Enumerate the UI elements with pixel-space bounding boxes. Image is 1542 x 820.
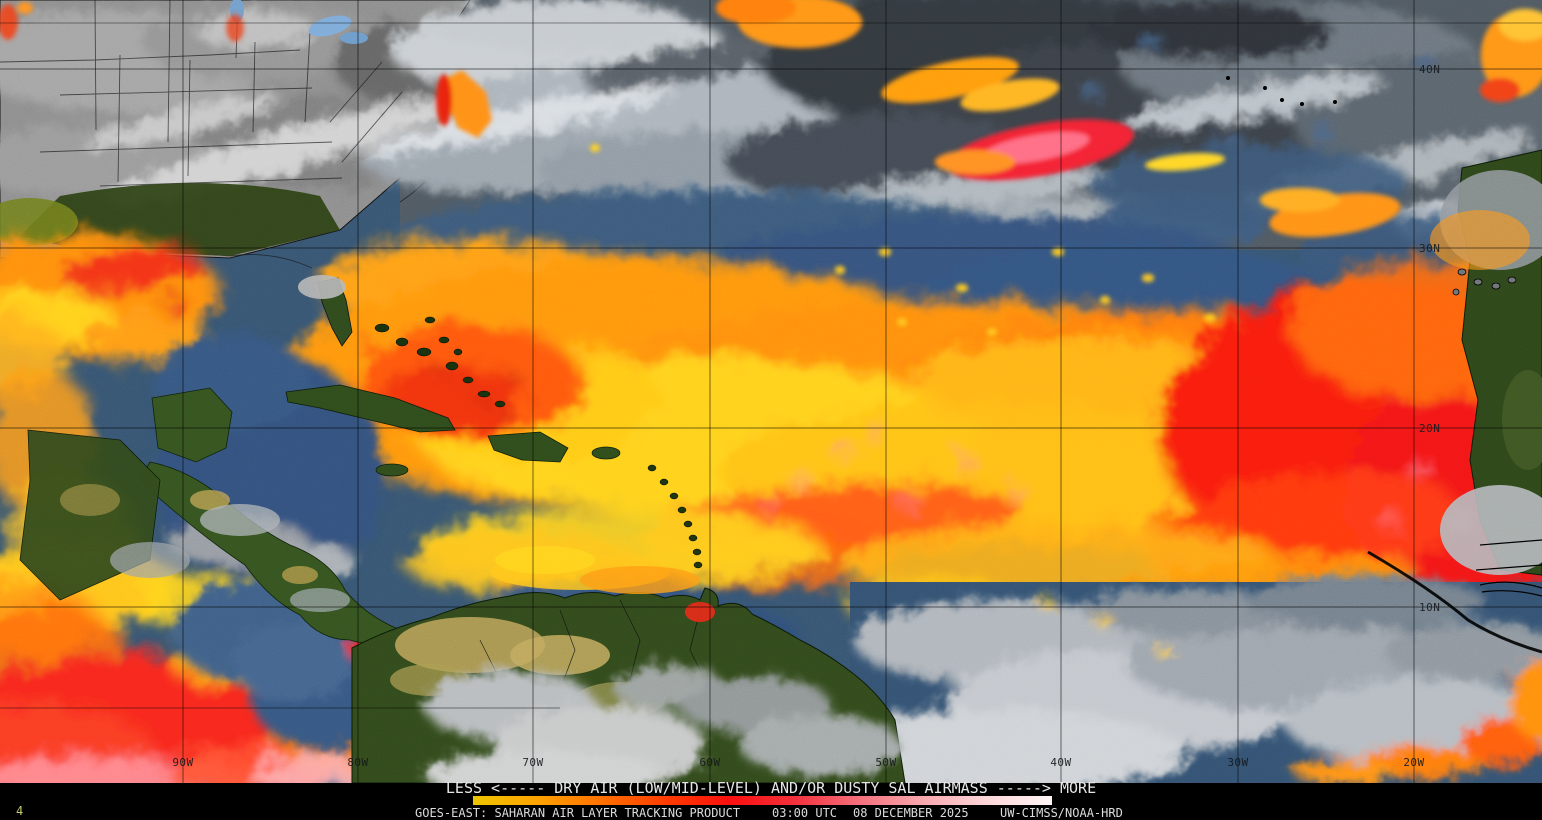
lat-label-30n: 30N: [1419, 242, 1441, 255]
valid-time: 03:00 UTC: [772, 806, 838, 820]
lon-label-50w: 50W: [875, 756, 897, 769]
graticule: [0, 0, 1542, 783]
credit-label: UW-CIMSS/NOAA-HRD: [1000, 806, 1123, 820]
sensor-grain: [0, 0, 1542, 783]
colorbar: [473, 796, 1052, 805]
lon-label-70w: 70W: [522, 756, 544, 769]
lon-label-20w: 20W: [1403, 756, 1425, 769]
lon-label-80w: 80W: [347, 756, 369, 769]
lon-label-60w: 60W: [699, 756, 721, 769]
lat-label-20n: 20N: [1419, 422, 1441, 435]
colorbar-caption: LESS <----- DRY AIR (LOW/MID-LEVEL) AND/…: [445, 779, 1097, 797]
satellite-imagery: [0, 0, 1542, 783]
lat-label-10n: 10N: [1419, 601, 1441, 614]
legend-bar: LESS <----- DRY AIR (LOW/MID-LEVEL) AND/…: [0, 779, 1542, 820]
lat-label-40n: 40N: [1419, 63, 1441, 76]
lon-label-90w: 90W: [172, 756, 194, 769]
satellite-map: 40N 30N 20N 10N 90W 80W 70W 60W 50W 40W …: [0, 0, 1542, 783]
lon-label-40w: 40W: [1050, 756, 1072, 769]
frame-counter: 4: [16, 804, 24, 818]
valid-date: 08 DECEMBER 2025: [853, 806, 969, 820]
lon-label-30w: 30W: [1227, 756, 1249, 769]
product-title: GOES-EAST: SAHARAN AIR LAYER TRACKING PR…: [415, 806, 741, 820]
